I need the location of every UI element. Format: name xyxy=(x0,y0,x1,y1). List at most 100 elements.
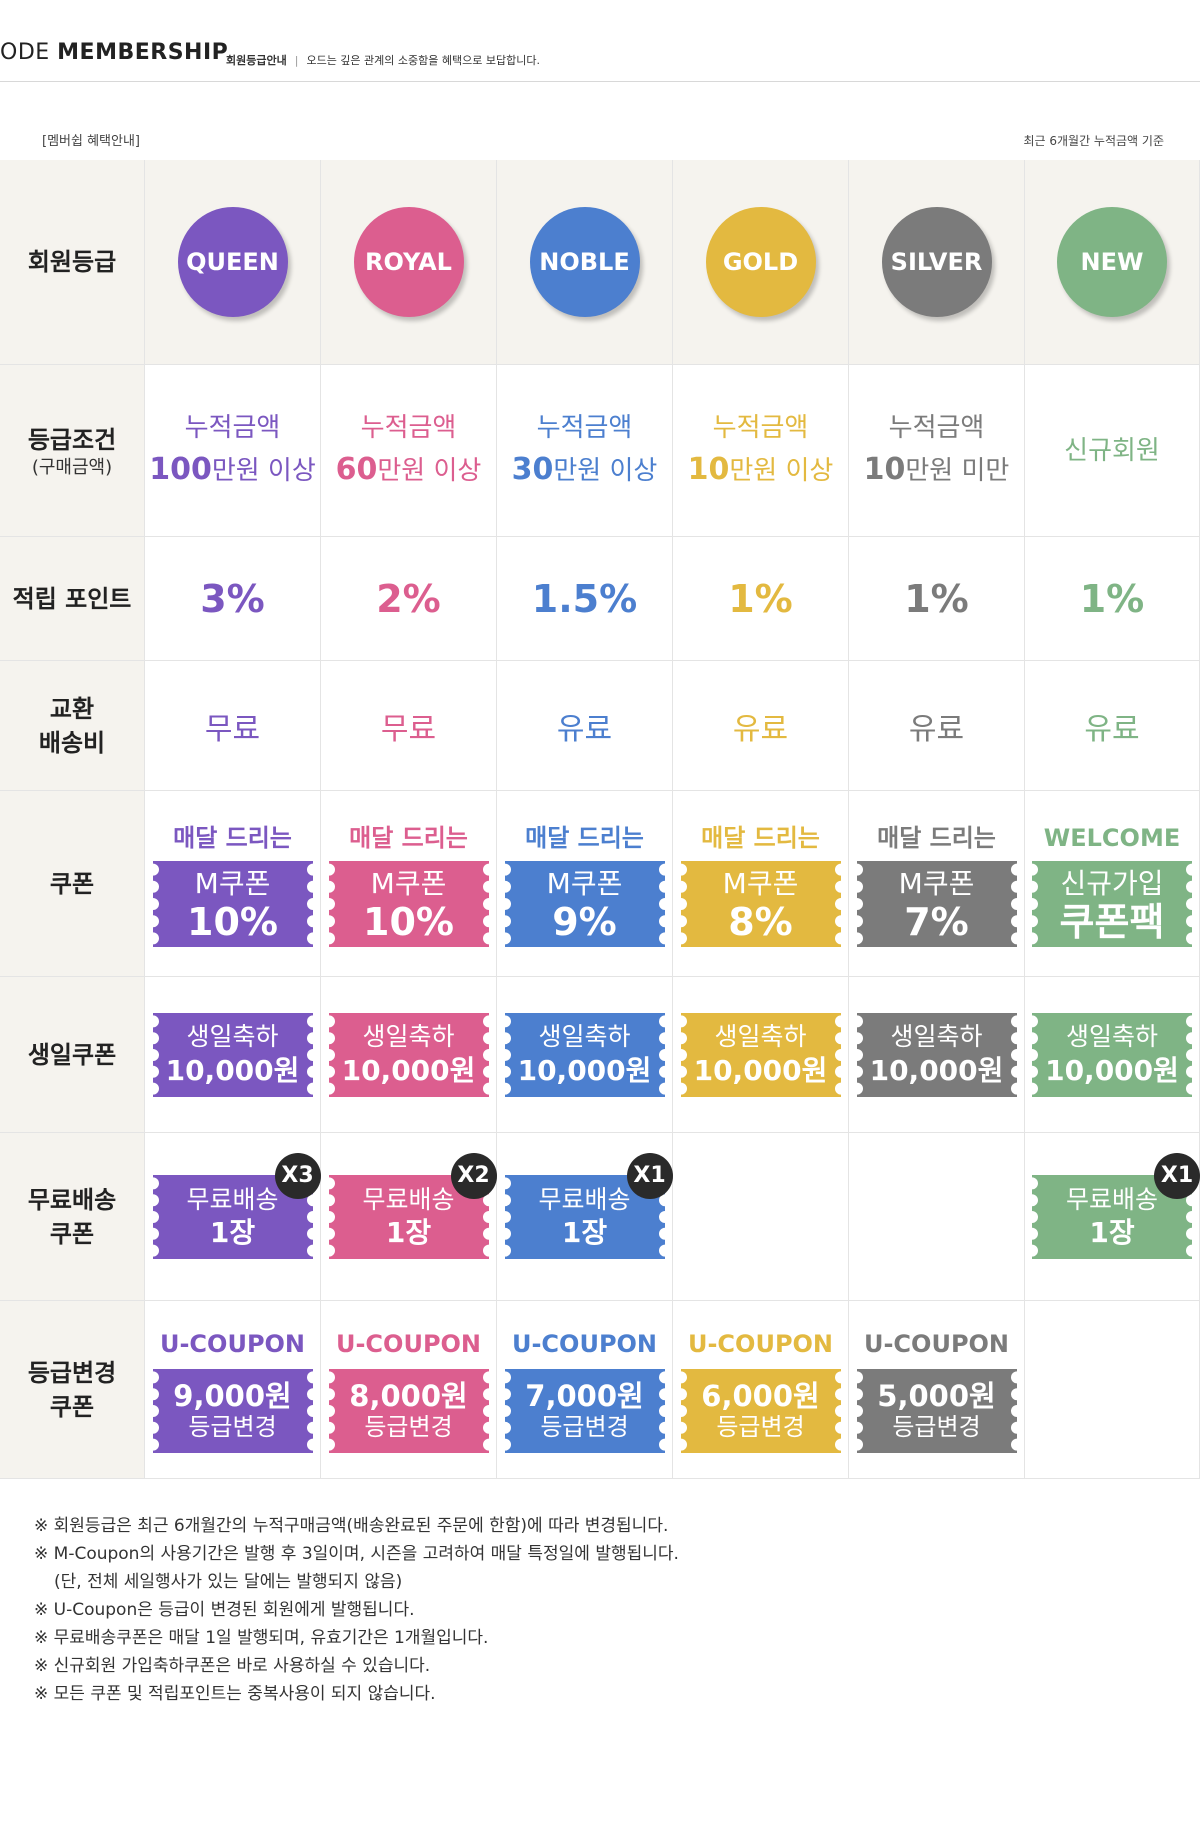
free-shipping-coupon-line1: 무료배송 xyxy=(362,1184,455,1214)
cell-points-new: 1% xyxy=(1025,537,1200,661)
cell-content: 무료 xyxy=(321,661,496,790)
cell-content: 2% xyxy=(321,537,496,660)
cell-content: 생일축하 10,000원 xyxy=(1025,977,1199,1132)
cell-content: 신규회원 xyxy=(1025,365,1199,536)
cell-birthday-queen: 생일축하 10,000원 xyxy=(145,977,321,1133)
ticket-shape xyxy=(1032,860,1192,947)
cell-content: 매달 드리는 M쿠폰 7% xyxy=(849,791,1024,976)
cell-grade-silver: SILVER xyxy=(849,160,1025,365)
cell-content: 매달 드리는 M쿠폰 9% xyxy=(497,791,672,976)
cell-condition-royal: 누적금액 60만원 이상 xyxy=(321,365,497,537)
condition-amount-unit: 만원 미만 xyxy=(905,456,1010,486)
cell-content xyxy=(673,1133,848,1300)
shipping-fee: 유료 xyxy=(1084,711,1140,747)
birthday-coupon: 생일축하 10,000원 xyxy=(680,1012,841,1097)
cell-content: U-COUPON 9,000원 등급변경 xyxy=(145,1301,320,1478)
condition-amount-number: 100 xyxy=(149,452,212,487)
monthly-coupon-line1: M쿠폰 xyxy=(898,866,975,900)
cell-freeship-new: 무료배송 1장 X1 xyxy=(1025,1133,1200,1301)
u-coupon-head: U-COUPON xyxy=(687,1329,834,1358)
cell-freeship-queen: 무료배송 1장 X3 xyxy=(145,1133,321,1301)
birthday-coupon: 생일축하 10,000원 xyxy=(504,1012,665,1097)
cell-content: 1% xyxy=(849,537,1024,660)
quantity-badge: X2 xyxy=(450,1152,497,1199)
header-subtitle-desc: 오드는 깊은 관계의 소중함을 혜택으로 보답합니다. xyxy=(306,54,540,67)
ticket-shape xyxy=(856,1368,1017,1453)
cell-birthday-royal: 생일축하 10,000원 xyxy=(321,977,497,1133)
row-points: 적립 포인트 3% 2% 1.5% 1% 1% 1% xyxy=(0,537,1200,661)
ticket-shape xyxy=(152,1368,313,1453)
row-label-text: 생일쿠폰 xyxy=(27,1040,117,1069)
upgrade-coupon-line2: 등급변경 xyxy=(716,1412,805,1441)
points-rate: 1% xyxy=(904,576,969,621)
ticket-shape xyxy=(680,860,841,947)
row-shipping: 교환 배송비 무료 무료 유료 유료 유료 유료 xyxy=(0,661,1200,791)
cell-content: 유료 xyxy=(673,661,848,790)
cell-content: 생일축하 10,000원 xyxy=(145,977,320,1132)
cell-content: 무료배송 1장 X1 xyxy=(497,1133,673,1300)
row-label-cell-birthday: 생일쿠폰 xyxy=(0,977,145,1133)
cell-freeship-noble: 무료배송 1장 X1 xyxy=(497,1133,673,1301)
condition-label: 누적금액 xyxy=(712,413,809,443)
upgrade-coupon-line1: 9,000원 xyxy=(173,1378,292,1413)
row-label-birthday: 생일쿠폰 xyxy=(0,977,144,1132)
cell-content: 1% xyxy=(673,537,848,660)
birthday-coupon-line1: 생일축하 xyxy=(890,1021,983,1051)
upgrade-coupon: 5,000원 등급변경 xyxy=(856,1368,1017,1453)
condition-label: 누적금액 xyxy=(184,413,281,443)
cell-birthday-gold: 생일축하 10,000원 xyxy=(673,977,849,1133)
cell-shipping-gold: 유료 xyxy=(673,661,849,791)
coupon-head: WELCOME xyxy=(1043,823,1181,852)
birthday-coupon-line2: 10,000원 xyxy=(1045,1053,1179,1087)
cell-points-queen: 3% xyxy=(145,537,321,661)
monthly-coupon-line1: M쿠폰 xyxy=(546,866,623,900)
cell-shipping-new: 유료 xyxy=(1025,661,1200,791)
cell-condition-new: 신규회원 xyxy=(1025,365,1200,537)
cell-content: 무료배송 1장 X1 xyxy=(1025,1133,1200,1300)
condition-amount-unit: 만원 이상 xyxy=(377,456,482,486)
row-grade: 회원등급 QUEEN ROYAL NOBLE GOLD SILVER NEW xyxy=(0,160,1200,365)
row-label-upgrade: 등급변경 쿠폰 xyxy=(0,1301,144,1478)
cell-content: 1.5% xyxy=(497,537,672,660)
cell-content: 누적금액 30만원 이상 xyxy=(497,365,672,536)
cell-grade-royal: ROYAL xyxy=(321,160,497,365)
cell-condition-silver: 누적금액 10만원 미만 xyxy=(849,365,1025,537)
row-condition: 등급조건 (구매금액) 누적금액 100만원 이상 누적금액 60만원 이상 누적금액 30만… xyxy=(0,365,1200,537)
row-label-cell-grade: 회원등급 xyxy=(0,160,145,365)
basis-note: 최근 6개월간 누적금액 기준 xyxy=(1023,134,1164,148)
upgrade-coupon-line2: 등급변경 xyxy=(892,1412,981,1441)
free-shipping-coupon: 무료배송 1장 X2 xyxy=(328,1152,497,1259)
monthly-coupon-line2: 쿠폰팩 xyxy=(1059,899,1165,944)
cell-condition-queen: 누적금액 100만원 이상 xyxy=(145,365,321,537)
row-label-cell-points: 적립 포인트 xyxy=(0,537,145,661)
ticket-shape xyxy=(504,860,665,947)
condition-label: 누적금액 xyxy=(360,413,457,443)
cell-coupon-noble: 매달 드리는 M쿠폰 9% xyxy=(497,791,673,977)
u-coupon-head: U-COUPON xyxy=(863,1329,1010,1358)
cell-content: 생일축하 10,000원 xyxy=(849,977,1024,1132)
upgrade-coupon: 8,000원 등급변경 xyxy=(328,1368,489,1453)
upgrade-coupon-line1: 7,000원 xyxy=(525,1378,644,1413)
monthly-coupon-line2: 10% xyxy=(363,899,454,944)
note-item: (단, 전체 세일행사가 있는 달에는 발행되지 않음) xyxy=(54,1572,403,1592)
cell-grade-new: NEW xyxy=(1025,160,1200,365)
points-rate: 1% xyxy=(1079,576,1145,621)
cell-content: 매달 드리는 M쿠폰 10% xyxy=(321,791,496,976)
birthday-coupon: 생일축하 10,000원 xyxy=(856,1012,1017,1097)
row-label-subtext: (구매금액) xyxy=(31,456,113,478)
ticket-shape xyxy=(152,1174,313,1259)
row-coupon: 쿠폰 매달 드리는 M쿠폰 10% 매달 드리는 M쿠폰 10% 매달 드리는 M쿠폰 9% 매달 … xyxy=(0,791,1200,977)
row-label-text: 등급조건 xyxy=(27,425,117,454)
upgrade-coupon-line2: 등급변경 xyxy=(364,1412,453,1441)
cell-content: 누적금액 10만원 미만 xyxy=(849,365,1024,536)
row-freeship: 무료배송 쿠폰 무료배송 1장 X3 무료배송 1장 X2 무료배송 1장 X1 무료배송 1장 X1 xyxy=(0,1133,1200,1301)
monthly-coupon-line2: 7% xyxy=(904,899,969,944)
row-label-coupon: 쿠폰 xyxy=(0,791,144,976)
free-shipping-coupon: 무료배송 1장 X1 xyxy=(504,1152,673,1259)
condition-amount: 10만원 이상 xyxy=(688,448,834,493)
row-birthday: 생일쿠폰 생일축하 10,000원 생일축하 10,000원 생일축하 10,000원 생일축… xyxy=(0,977,1200,1133)
row-label-text: 쿠폰 xyxy=(49,1392,95,1421)
ticket-shape xyxy=(328,1012,489,1097)
cell-upgrade-royal: U-COUPON 8,000원 등급변경 xyxy=(321,1301,497,1479)
condition-amount-number: 30 xyxy=(511,452,554,487)
